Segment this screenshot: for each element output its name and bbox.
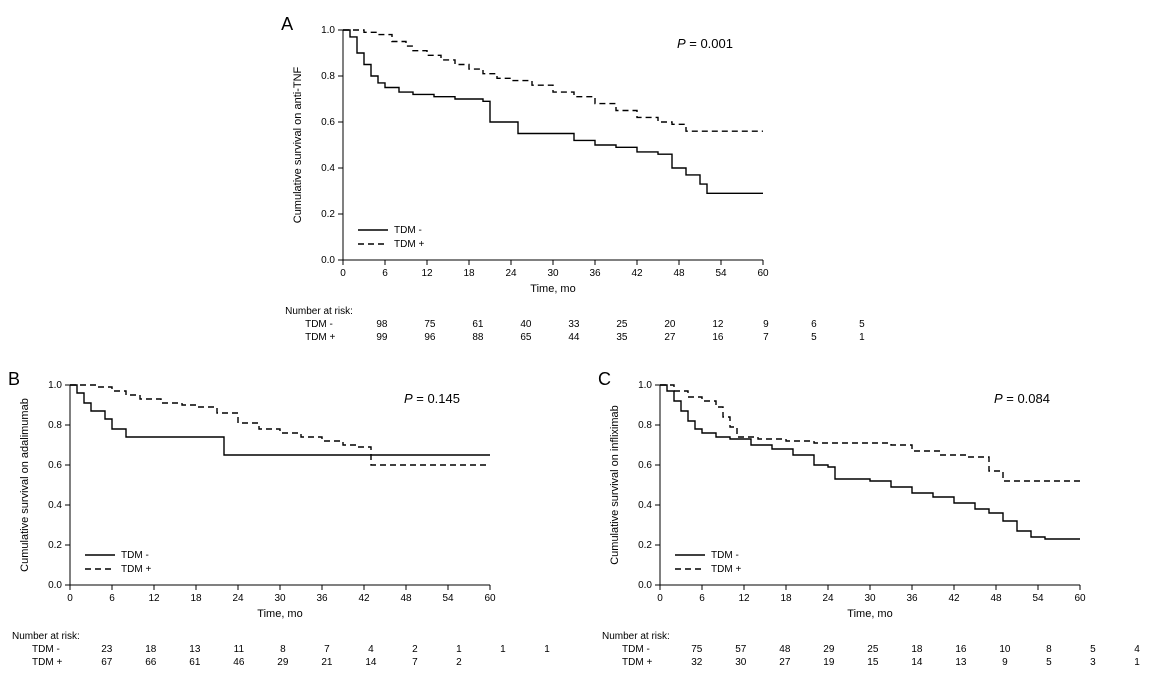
svg-text:TDM +: TDM + <box>121 564 151 575</box>
svg-text:54: 54 <box>1032 593 1044 604</box>
svg-text:0.6: 0.6 <box>48 460 62 471</box>
svg-text:0.8: 0.8 <box>321 71 335 82</box>
svg-text:12: 12 <box>422 268 434 279</box>
svg-text:6: 6 <box>109 593 115 604</box>
svg-text:0.0: 0.0 <box>321 255 335 266</box>
svg-text:TDM +: TDM + <box>394 239 424 250</box>
svg-text:Time, mo: Time, mo <box>847 608 892 620</box>
series-tdm- <box>343 30 763 193</box>
svg-text:Time, mo: Time, mo <box>257 608 302 620</box>
svg-text:0.0: 0.0 <box>638 580 652 591</box>
svg-text:0.6: 0.6 <box>321 117 335 128</box>
svg-text:0.6: 0.6 <box>638 460 652 471</box>
svg-text:TDM +: TDM + <box>711 564 741 575</box>
svg-text:36: 36 <box>906 593 918 604</box>
svg-text:1.0: 1.0 <box>321 25 335 36</box>
svg-text:30: 30 <box>864 593 876 604</box>
panel-a: A 0.00.20.40.60.81.006121824303642485460… <box>283 20 887 345</box>
svg-text:24: 24 <box>506 268 518 279</box>
svg-text:0: 0 <box>657 593 663 604</box>
svg-text:18: 18 <box>190 593 202 604</box>
svg-text:30: 30 <box>274 593 286 604</box>
figure-container: A 0.00.20.40.60.81.006121824303642485460… <box>10 20 1160 670</box>
svg-text:24: 24 <box>822 593 834 604</box>
svg-text:TDM -: TDM - <box>711 550 739 561</box>
svg-text:60: 60 <box>758 268 770 279</box>
panel-b: B 0.00.20.40.60.81.006121824303642485460… <box>10 375 570 670</box>
svg-text:0.2: 0.2 <box>48 540 62 551</box>
svg-text:48: 48 <box>400 593 412 604</box>
svg-text:P = 0.084: P = 0.084 <box>994 391 1050 406</box>
svg-text:42: 42 <box>358 593 370 604</box>
svg-text:30: 30 <box>548 268 560 279</box>
svg-text:0.2: 0.2 <box>638 540 652 551</box>
risk-table: Number at risk: TDM -231813118742111TDM … <box>10 629 570 670</box>
svg-text:6: 6 <box>382 268 388 279</box>
svg-text:TDM -: TDM - <box>121 550 149 561</box>
svg-text:48: 48 <box>990 593 1002 604</box>
svg-text:0.0: 0.0 <box>48 580 62 591</box>
risk-table: Number at risk: TDM -9875614033252012965… <box>283 304 887 345</box>
panel-label-b: B <box>8 369 20 390</box>
svg-text:0.4: 0.4 <box>48 500 62 511</box>
svg-text:42: 42 <box>632 268 644 279</box>
svg-text:18: 18 <box>780 593 792 604</box>
risk-table: Number at risk: TDM -7557482925181610854… <box>600 629 1160 670</box>
km-plot: 0.0 0.2 0.4 0.6 0.8 1.0 0 6 12 18 24 30 36 42 48 54 60 Ti… <box>10 375 510 625</box>
series-tdm- <box>660 385 1080 539</box>
svg-text:0.4: 0.4 <box>321 163 335 174</box>
svg-text:Cumulative survival on anti-TN: Cumulative survival on anti-TNF <box>292 66 304 223</box>
km-plot: 0.0 0.2 0.4 0.6 0.8 1.0 0 6 12 18 24 30 36 42 48 54 60 Ti… <box>600 375 1100 625</box>
top-row: A 0.00.20.40.60.81.006121824303642485460… <box>10 20 1160 345</box>
svg-text:48: 48 <box>674 268 686 279</box>
svg-text:60: 60 <box>1074 593 1086 604</box>
svg-text:12: 12 <box>148 593 160 604</box>
svg-text:1.0: 1.0 <box>638 380 652 391</box>
svg-text:24: 24 <box>232 593 244 604</box>
svg-text:Cumulative survival on inflixi: Cumulative survival on infliximab <box>609 405 621 565</box>
panel-c: C 0.00.20.40.60.81.006121824303642485460… <box>600 375 1160 670</box>
panel-label-c: C <box>598 369 611 390</box>
svg-text:0.8: 0.8 <box>638 420 652 431</box>
svg-text:Time, mo: Time, mo <box>530 283 575 295</box>
svg-text:0.2: 0.2 <box>321 209 335 220</box>
svg-text:P = 0.145: P = 0.145 <box>404 391 460 406</box>
svg-text:12: 12 <box>738 593 750 604</box>
svg-text:0.4: 0.4 <box>638 500 652 511</box>
svg-text:60: 60 <box>484 593 496 604</box>
panel-label-a: A <box>281 14 293 35</box>
svg-text:36: 36 <box>590 268 602 279</box>
svg-text:TDM -: TDM - <box>394 225 422 236</box>
svg-text:36: 36 <box>316 593 328 604</box>
km-plot: 0.0 0.2 0.4 0.6 0.8 1.0 0 6 12 18 24 30 36 42 48 54 60 Ti… <box>283 20 783 300</box>
svg-text:18: 18 <box>464 268 476 279</box>
svg-text:1.0: 1.0 <box>48 380 62 391</box>
svg-text:0: 0 <box>67 593 73 604</box>
svg-text:6: 6 <box>699 593 705 604</box>
svg-text:0.8: 0.8 <box>48 420 62 431</box>
svg-text:54: 54 <box>716 268 728 279</box>
bottom-row: B 0.00.20.40.60.81.006121824303642485460… <box>10 375 1160 670</box>
svg-text:54: 54 <box>442 593 454 604</box>
svg-text:Cumulative survival on adalimu: Cumulative survival on adalimumab <box>19 398 31 572</box>
svg-text:0: 0 <box>340 268 346 279</box>
svg-text:42: 42 <box>948 593 960 604</box>
svg-text:P = 0.001: P = 0.001 <box>677 36 733 51</box>
